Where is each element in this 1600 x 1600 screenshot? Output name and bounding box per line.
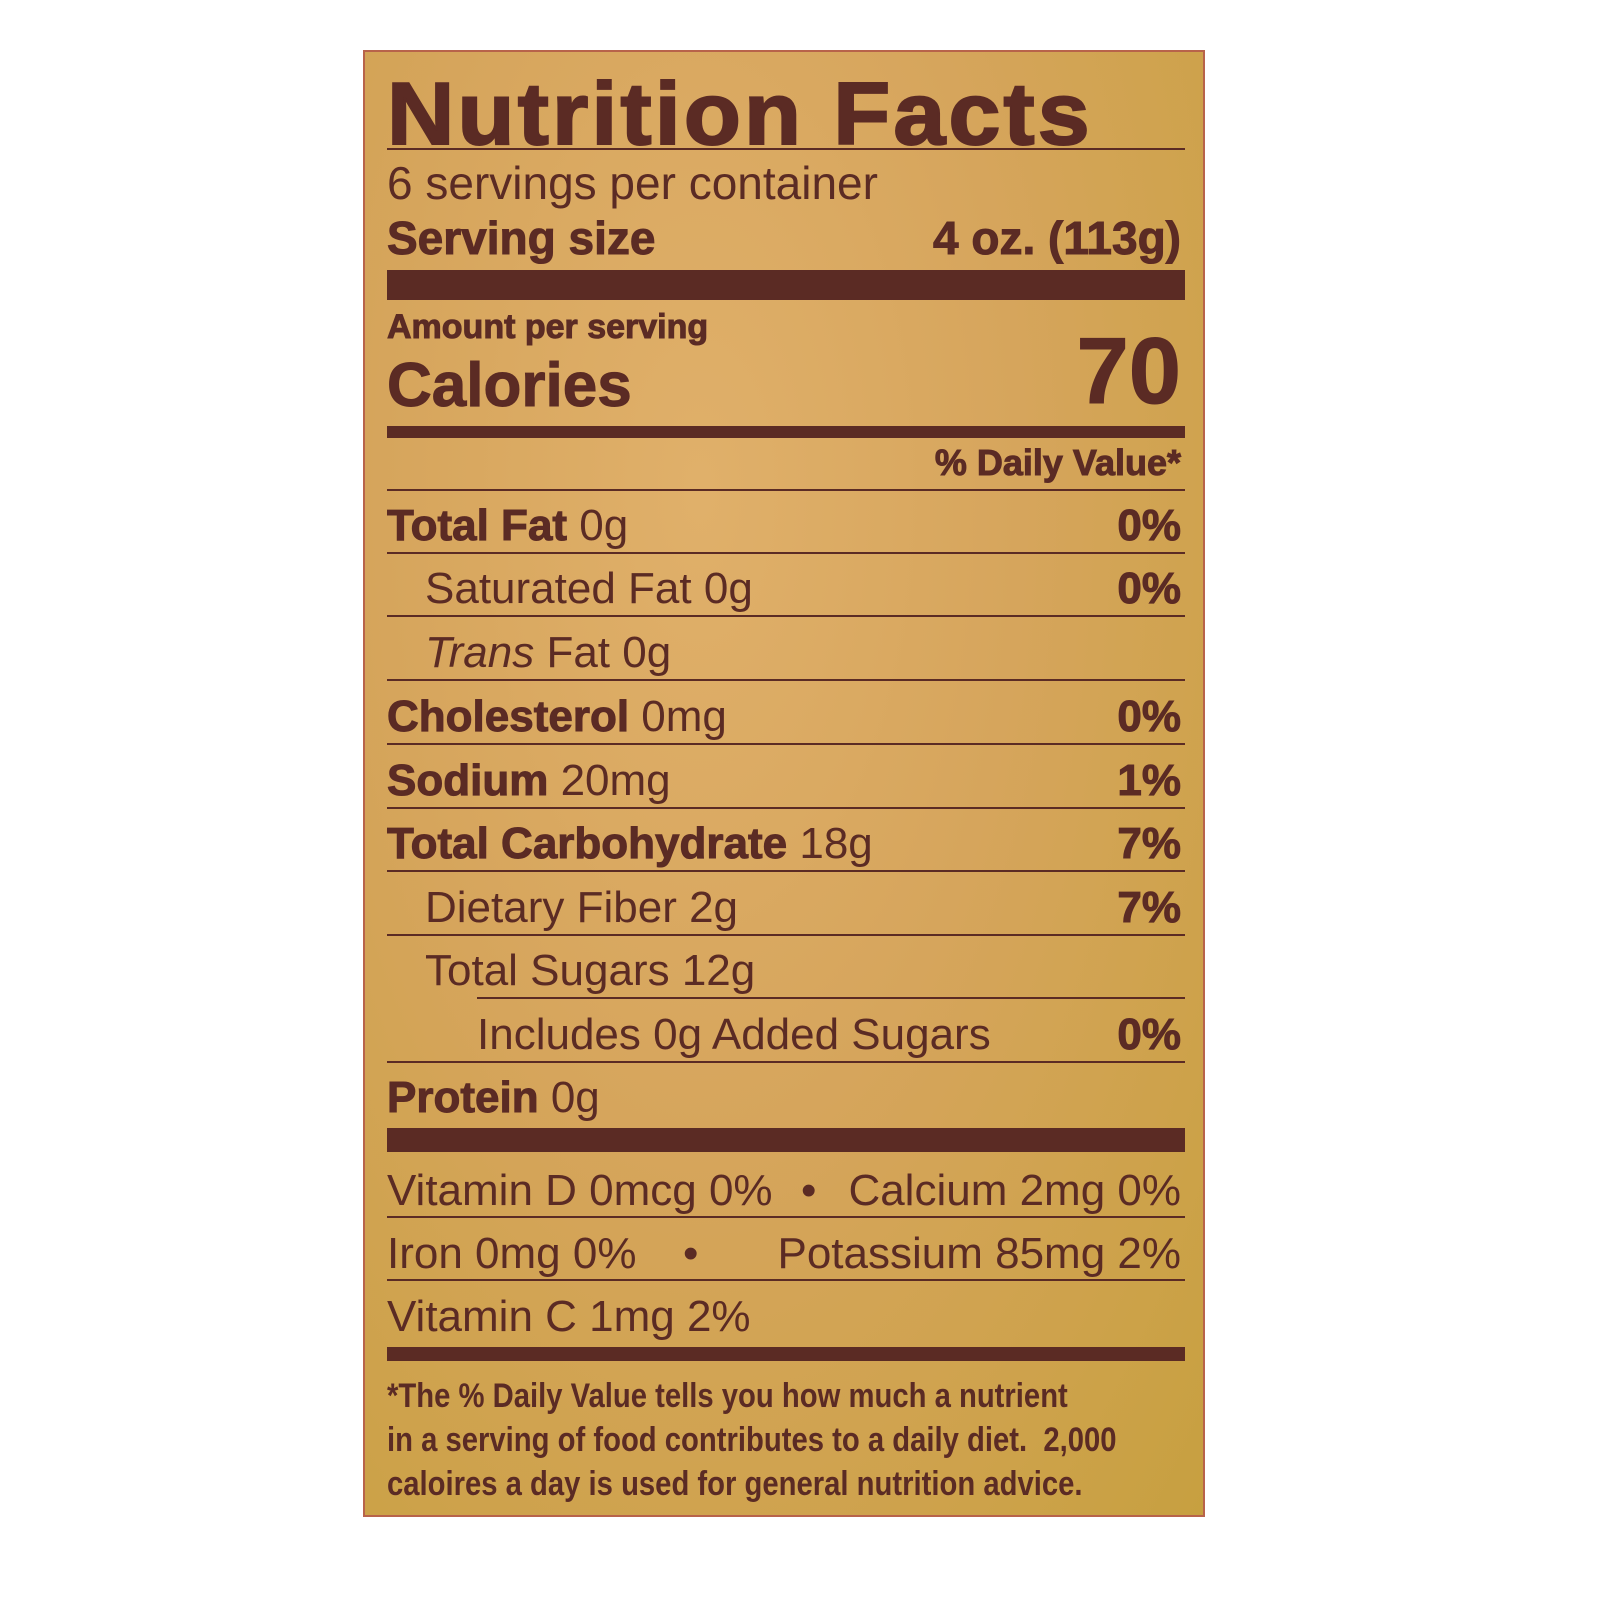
dv-added-sugars: 0% [1117,1010,1182,1059]
nutrient-row-added-sugars: Includes 0g Added Sugars [477,1010,991,1059]
medium-divider [387,426,1185,438]
micronutrient-calcium: Calcium 2mg 0% [848,1166,1181,1215]
servings-per-container: 6 servings per container [387,157,878,209]
bullet: • [683,1229,699,1278]
footnote-line: caloires a day is used for general nutri… [387,1465,1083,1503]
bullet: • [801,1166,817,1215]
nutrient-row-dietary-fiber: Dietary Fiber 2g [425,883,739,932]
divider [387,1061,1185,1063]
nutrient-row-total-fat: Total Fat 0g [386,501,629,550]
divider [387,870,1185,872]
divider [387,1279,1185,1281]
divider [387,148,1185,150]
dv-dietary-fiber: 7% [1117,883,1182,932]
nutrient-row-saturated-fat: Saturated Fat 0g [425,564,753,613]
nutrient-row-sodium: Sodium 20mg [386,756,671,805]
divider [477,997,1185,999]
serving-size-label: Serving size [386,212,656,264]
nutrient-row-total-carbohydrate: Total Carbohydrate 18g [386,819,873,868]
divider [387,807,1185,809]
label-title: Nutrition Facts [386,64,1093,163]
divider [387,679,1185,681]
calories-value: 70 [1076,318,1182,423]
divider [387,1216,1185,1218]
divider [387,934,1185,936]
divider [387,489,1185,491]
footnote-line: *The % Daily Value tells you how much a … [387,1377,1068,1415]
micronutrient-vitamin-c: Vitamin C 1mg 2% [387,1292,751,1341]
thick-divider [387,1347,1185,1361]
daily-value-header: % Daily Value* [934,442,1181,483]
dv-total-carbohydrate: 7% [1117,819,1182,868]
nutrient-row-trans-fat: Trans Fat 0g [425,628,672,677]
dv-saturated-fat: 0% [1117,564,1182,613]
thick-divider [387,1128,1185,1152]
micronutrient-vitamin-d: Vitamin D 0mcg 0% [387,1166,773,1215]
nutrition-facts-label: Nutrition Facts 6 servings per container… [363,50,1205,1517]
footnote: *The % Daily Value tells you how much a … [387,1374,1117,1506]
dv-total-fat: 0% [1117,501,1182,550]
thick-divider [387,270,1185,300]
dv-sodium: 1% [1117,756,1182,805]
micronutrient-potassium: Potassium 85mg 2% [777,1229,1181,1278]
divider [387,552,1185,554]
nutrient-row-total-sugars: Total Sugars 12g [425,946,756,995]
footnote-line: in a serving of food contributes to a da… [387,1421,1117,1459]
amount-per-serving: Amount per serving [386,308,709,346]
divider [387,743,1185,745]
nutrient-row-cholesterol: Cholesterol 0mg [386,692,727,741]
dv-cholesterol: 0% [1117,692,1182,741]
calories-label: Calories [387,351,633,420]
micronutrient-iron: Iron 0mg 0% [387,1229,637,1278]
nutrient-row-protein: Protein 0g [387,1073,600,1122]
divider [387,615,1185,617]
serving-size-value: 4 oz. (113g) [933,212,1182,264]
